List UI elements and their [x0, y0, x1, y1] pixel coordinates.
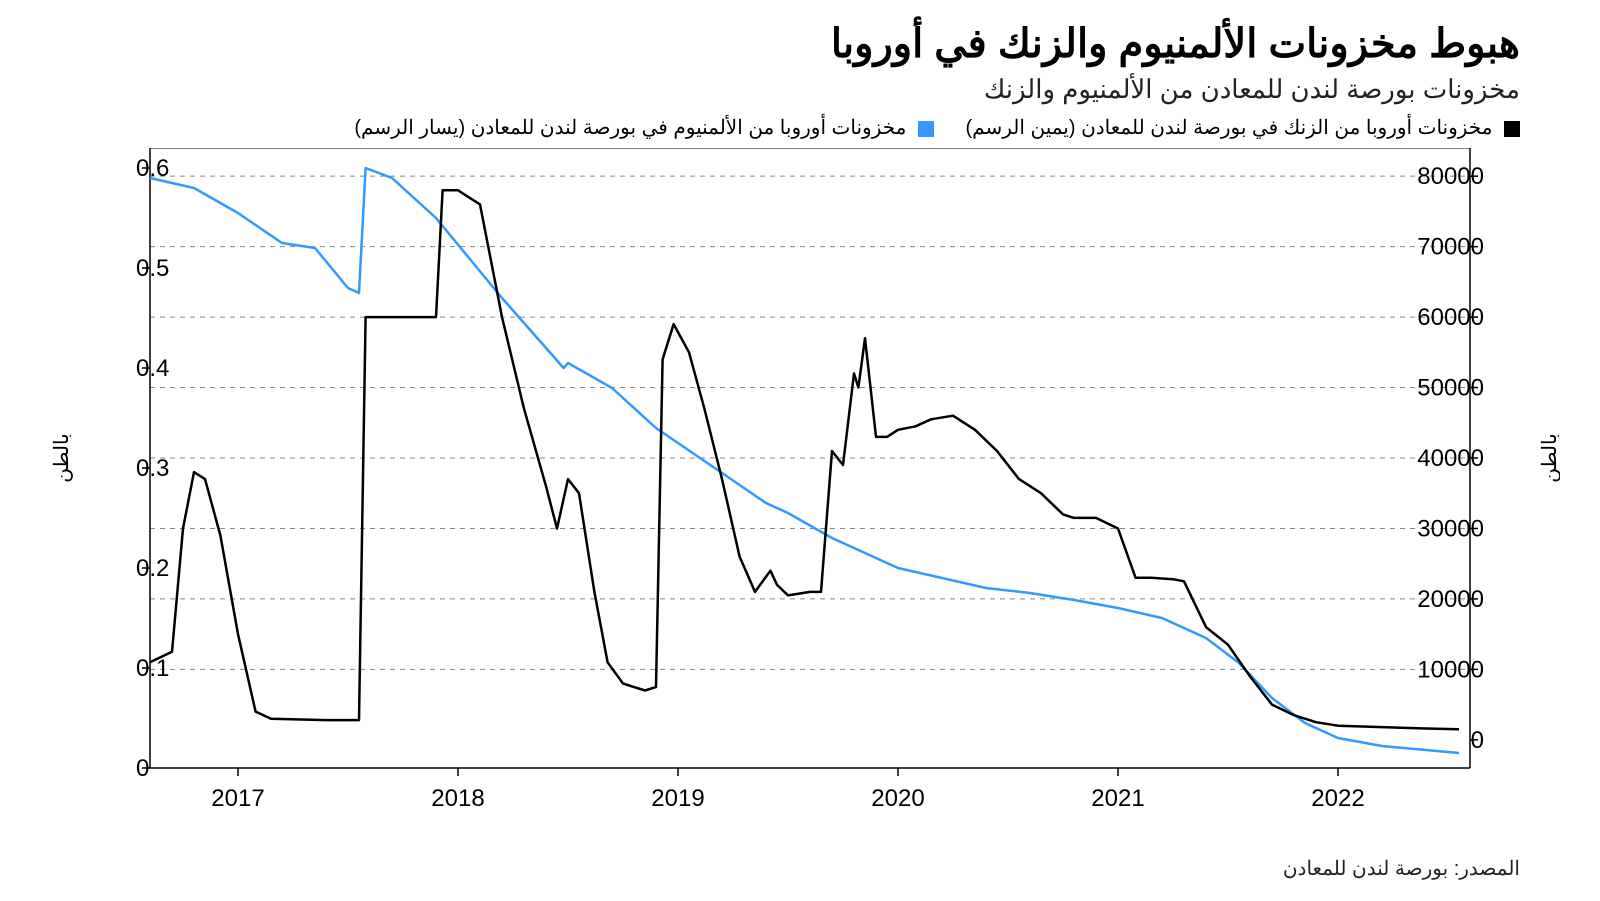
svg-text:0: 0 — [1471, 727, 1484, 754]
svg-text:70000: 70000 — [1417, 234, 1484, 261]
svg-text:40000: 40000 — [1417, 445, 1484, 472]
svg-text:2019: 2019 — [651, 785, 704, 812]
svg-text:0.1: 0.1 — [136, 655, 169, 682]
svg-text:0.2: 0.2 — [136, 555, 169, 582]
chart-title: هبوط مخزونات الألمنيوم والزنك في أوروبا — [40, 20, 1520, 68]
svg-text:2017: 2017 — [211, 785, 264, 812]
svg-text:60000: 60000 — [1417, 304, 1484, 331]
legend-swatch-aluminum — [918, 121, 934, 137]
svg-text:2022: 2022 — [1311, 785, 1364, 812]
chart-source: المصدر: بورصة لندن للمعادن — [40, 856, 1520, 881]
svg-text:20000: 20000 — [1417, 586, 1484, 613]
chart-container: هبوط مخزونات الألمنيوم والزنك في أوروبا … — [0, 0, 1600, 901]
legend: مخزونات أوروبا من الزنك في بورصة لندن لل… — [40, 115, 1520, 140]
legend-swatch-zinc — [1504, 121, 1520, 137]
svg-text:0.4: 0.4 — [136, 355, 169, 382]
legend-item-zinc: مخزونات أوروبا من الزنك في بورصة لندن لل… — [960, 117, 1520, 139]
legend-label-aluminum: مخزونات أوروبا من الألمنيوم في بورصة لند… — [354, 117, 906, 139]
svg-text:0: 0 — [136, 755, 149, 782]
svg-text:80000: 80000 — [1417, 163, 1484, 190]
svg-text:2018: 2018 — [431, 785, 484, 812]
legend-label-zinc: مخزونات أوروبا من الزنك في بورصة لندن لل… — [966, 117, 1493, 139]
svg-text:50000: 50000 — [1417, 375, 1484, 402]
svg-text:2021: 2021 — [1091, 785, 1144, 812]
svg-text:0.3: 0.3 — [136, 455, 169, 482]
chart-subtitle: مخزونات بورصة لندن للمعادن من الألمنيوم … — [40, 74, 1520, 105]
svg-text:2020: 2020 — [871, 785, 924, 812]
svg-text:بالطن: بالطن — [51, 433, 73, 482]
svg-text:0.5: 0.5 — [136, 255, 169, 282]
legend-item-aluminum: مخزونات أوروبا من الألمنيوم في بورصة لند… — [354, 117, 934, 139]
svg-text:بالطن: بالطن — [1539, 433, 1560, 482]
svg-text:10000: 10000 — [1417, 656, 1484, 683]
svg-text:30000: 30000 — [1417, 515, 1484, 542]
chart-svg: 00.10.20.30.40.50.6010000200003000040000… — [40, 148, 1560, 848]
